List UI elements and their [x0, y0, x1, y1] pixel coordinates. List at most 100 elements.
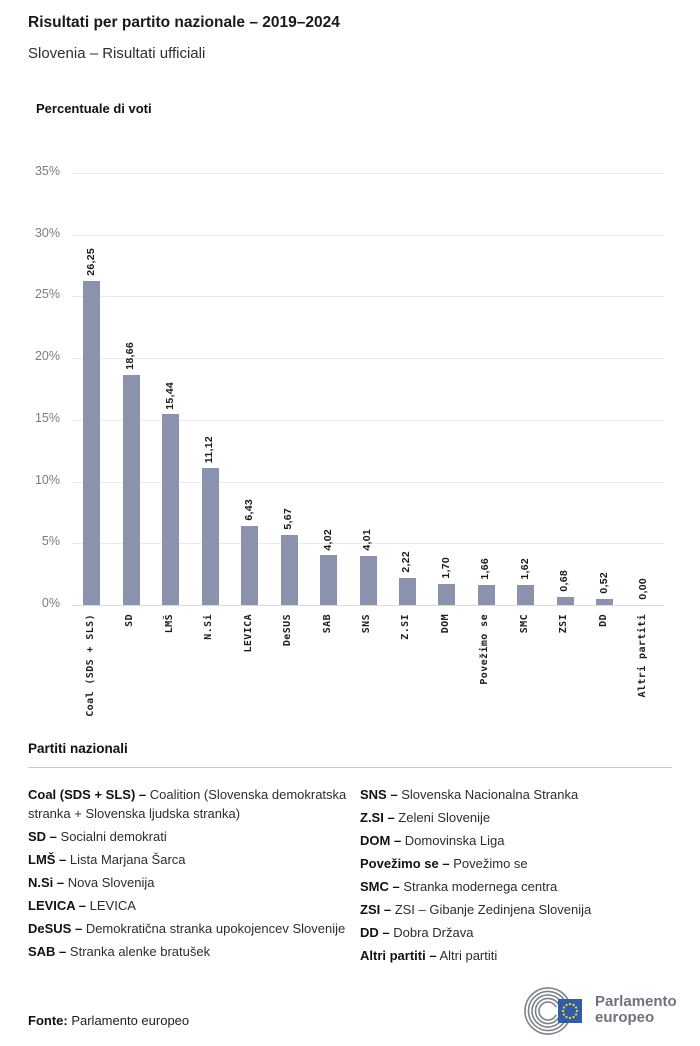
y-tick-label: 35%: [34, 164, 60, 178]
y-tick-label: 25%: [34, 287, 60, 302]
bar: [280, 535, 298, 605]
legend-item-abbr: SNS –: [360, 787, 398, 802]
bar-value-label: 0,68: [558, 569, 571, 592]
x-axis-label: DOM: [439, 614, 451, 634]
legend-item-name: Lista Marjana Šarca: [66, 852, 186, 867]
gridline: [72, 234, 664, 236]
eu-flag-star: [562, 1013, 566, 1016]
eu-flag-stars: [561, 1002, 579, 1020]
legend-item-name: Stranka alenke bratušek: [66, 944, 211, 959]
eu-flag-star: [568, 1016, 572, 1020]
legend-item-name: Povežimo se: [449, 856, 528, 871]
legend-divider: [28, 767, 672, 768]
legend-item: DD – Dobra Država: [360, 923, 676, 942]
legend-item-name: LEVICA: [86, 898, 136, 913]
y-tick-label: 5%: [41, 534, 60, 549]
bar-value-label: 4,01: [361, 528, 373, 551]
bar: [201, 467, 219, 605]
bar-value-label: 1,62: [518, 558, 531, 581]
x-axis-label: Altri partiti: [637, 614, 649, 698]
legend-item: SNS – Slovenska Nacionalna Stranka: [360, 785, 676, 804]
eu-flag-star: [574, 1006, 578, 1009]
hemicycle-icon: [524, 987, 582, 1035]
legend-item-abbr: SAB –: [28, 944, 67, 959]
legend-item: Coal (SDS + SLS) – Coalition (Slovenska …: [28, 785, 350, 823]
x-axis-label: SAB: [321, 614, 333, 634]
legend-item: SMC – Stranka modernega centra: [360, 877, 676, 896]
x-axis-label: SMC: [518, 614, 530, 634]
y-tick-label: 0%: [41, 596, 60, 610]
bar: [398, 577, 416, 605]
legend-item-abbr: ZSI –: [360, 902, 392, 917]
legend-item: LEVICA – LEVICA: [28, 896, 350, 915]
legend-item-abbr: LMŠ –: [28, 852, 67, 867]
legend-item-name: Stranka modernega centra: [399, 879, 558, 894]
bar-value-label: 4,02: [321, 528, 334, 551]
bar: [477, 584, 495, 605]
bar: [83, 281, 101, 605]
bar-value-label: 5,67: [282, 508, 295, 531]
legend-item-abbr: Povežimo se –: [360, 856, 450, 871]
legend-item: Povežimo se – Povežimo se: [360, 854, 676, 873]
source-note: Fonte: Parlamento europeo: [28, 1013, 189, 1028]
ep-logo-text-line1: Parlamento: [595, 992, 677, 1010]
legend-item-name: Coalition (Slovenska demokratska stranka…: [28, 787, 347, 821]
legend-item: SAB – Stranka alenke bratušek: [28, 942, 350, 961]
bar-value-label: 0,00: [637, 578, 650, 600]
y-tick-label: 20%: [34, 349, 60, 364]
legend-item-name: Socialni demokrati: [56, 829, 167, 844]
bar: [359, 555, 377, 605]
bar: [517, 585, 535, 605]
legend-item: N.Si – Nova Slovenija: [28, 873, 350, 892]
page-title: Risultati per partito nazionale – 2019–2…: [28, 14, 340, 31]
x-axis-label: Z.SI: [400, 614, 412, 640]
ep-logo-text-line2: europeo: [595, 1009, 655, 1026]
bar: [556, 596, 574, 605]
x-axis-label: DD: [597, 614, 609, 627]
legend-item-abbr: DOM –: [360, 833, 402, 848]
legend-item: Z.SI – Zeleni Slovenije: [360, 808, 676, 827]
x-axis-label: N.Si: [203, 614, 215, 640]
legend-item: LMŠ – Lista Marjana Šarca: [28, 850, 350, 869]
x-axis-label: ZSI: [558, 614, 570, 634]
legend-item-abbr: Coal (SDS + SLS) –: [28, 787, 147, 802]
eu-flag-star: [575, 1009, 579, 1013]
chart-title: Percentuale di voti: [36, 101, 152, 116]
legend-item: DOM – Domovinska Liga: [360, 831, 676, 850]
eu-flag-star: [572, 1003, 575, 1007]
x-axis-label: SNS: [361, 614, 372, 634]
legend-item: Altri partiti – Altri partiti: [360, 946, 676, 965]
bar-value-label: 15,44: [163, 381, 176, 410]
legend-item-abbr: SD –: [28, 829, 57, 844]
gridline: [72, 173, 664, 174]
legend-item: SD – Socialni demokrati: [28, 827, 350, 846]
legend-item-name: Demokratična stranka upokojencev Sloveni…: [82, 921, 346, 936]
eu-flag-star: [562, 1006, 566, 1009]
x-axis-label: LEVICA: [242, 614, 254, 653]
eu-flag-icon: [558, 999, 582, 1023]
legend-item: ZSI – ZSI – Gibanje Zedinjena Slovenija: [360, 900, 676, 919]
bar: [241, 525, 259, 605]
bar-value-label: 0,52: [597, 571, 610, 594]
legend-item-name: ZSI – Gibanje Zedinjena Slovenija: [391, 902, 592, 917]
legend-column-right: SNS – Slovenska Nacionalna Stranka Z.SI –…: [360, 785, 676, 969]
eu-flag-star: [565, 1015, 568, 1019]
bar: [162, 414, 180, 605]
legend-item-abbr: N.Si –: [28, 875, 65, 890]
ep-logo: Parlamento europeo: [518, 985, 677, 1035]
bar-value-label: 1,66: [479, 557, 492, 580]
eu-flag-star: [565, 1003, 568, 1007]
page-subtitle: Slovenia – Risultati ufficiali: [28, 45, 206, 62]
y-tick-label: 30%: [34, 225, 60, 240]
bar-value-label: 18,66: [124, 341, 137, 370]
bar: [122, 374, 140, 605]
bar-value-label: 6,43: [242, 499, 255, 521]
plot-area: 0% 5% 10% 15% 20% 25% 30% 35% 26,25 Coal (SDS + S…: [35, 164, 664, 717]
source-label: Fonte:: [28, 1013, 68, 1028]
gridline: [72, 296, 664, 298]
source-value: Parlamento europeo: [67, 1013, 190, 1028]
gridline: [72, 358, 664, 360]
legend-item-abbr: SMC –: [360, 879, 400, 894]
x-axis-label: LMŠ: [163, 614, 175, 634]
legend-item-abbr: Altri partiti –: [360, 948, 437, 963]
